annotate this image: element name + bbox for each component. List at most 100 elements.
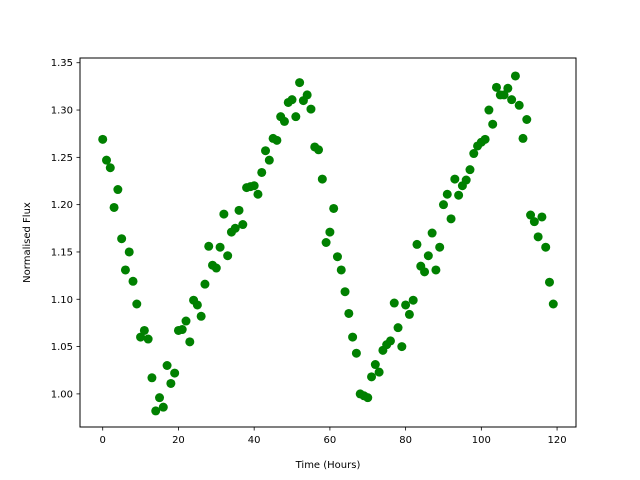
- data-point: [518, 133, 528, 143]
- data-point: [514, 100, 524, 110]
- y-tick-label: 1.15: [51, 247, 73, 258]
- x-tick-label: 60: [324, 435, 337, 446]
- data-point: [139, 325, 149, 335]
- data-point: [321, 238, 331, 247]
- y-tick-label: 1.35: [51, 58, 73, 69]
- x-axis-ticks: 0 20 40 60 80 100 120: [100, 427, 567, 446]
- data-point: [272, 135, 282, 145]
- data-point: [503, 83, 513, 93]
- data-point: [401, 300, 411, 310]
- data-point: [488, 119, 498, 129]
- y-tick-label: 1.10: [51, 295, 73, 306]
- x-tick-label: 80: [399, 435, 412, 446]
- data-point: [120, 265, 130, 275]
- data-point: [249, 181, 259, 191]
- data-point: [541, 242, 551, 252]
- data-point: [295, 78, 305, 88]
- data-point: [548, 299, 558, 309]
- y-tick-label: 1.05: [51, 342, 73, 353]
- data-point: [454, 190, 464, 200]
- data-point: [537, 212, 547, 222]
- data-point: [480, 134, 490, 144]
- data-point: [499, 90, 509, 100]
- data-point: [385, 336, 395, 346]
- data-point: [147, 373, 157, 383]
- data-point: [306, 104, 316, 114]
- data-point: [132, 299, 142, 309]
- data-point: [461, 175, 471, 185]
- data-point: [427, 228, 437, 238]
- data-point: [507, 95, 517, 105]
- data-point: [450, 174, 460, 184]
- data-point: [302, 90, 312, 100]
- data-point: [438, 200, 448, 210]
- data-point: [389, 298, 399, 308]
- data-point: [522, 115, 532, 124]
- y-axis-label: Normalised Flux: [22, 202, 33, 283]
- data-point: [192, 300, 202, 310]
- data-point: [404, 309, 414, 319]
- data-point: [279, 116, 289, 126]
- data-point: [257, 167, 267, 177]
- data-point: [230, 223, 240, 233]
- data-point: [98, 134, 108, 144]
- data-point: [363, 393, 373, 403]
- data-point: [325, 227, 335, 237]
- data-point: [367, 372, 377, 382]
- data-point: [329, 203, 339, 213]
- data-point: [526, 210, 536, 220]
- x-tick-label: 0: [100, 435, 106, 446]
- data-point: [200, 279, 210, 289]
- data-point: [431, 265, 441, 275]
- data-point: [196, 311, 206, 321]
- data-point: [408, 295, 418, 305]
- data-point: [491, 82, 501, 92]
- data-point: [332, 252, 342, 262]
- y-tick-label: 1.00: [51, 389, 73, 400]
- data-point: [117, 234, 127, 244]
- data-point: [158, 402, 168, 412]
- data-point: [374, 367, 384, 377]
- data-point: [181, 316, 191, 326]
- x-tick-label: 20: [172, 435, 185, 446]
- data-point: [136, 332, 146, 342]
- data-point: [177, 325, 187, 335]
- data-point: [370, 360, 380, 370]
- data-point: [128, 276, 138, 286]
- x-axis-label: Time (Hours): [295, 460, 361, 471]
- data-point: [533, 232, 543, 242]
- data-point: [261, 146, 271, 156]
- data-point: [412, 239, 422, 249]
- data-point: [185, 337, 195, 347]
- data-point: [238, 220, 248, 230]
- data-point: [344, 308, 354, 318]
- data-point: [484, 105, 494, 115]
- data-point: [215, 242, 225, 252]
- data-points: [98, 71, 558, 416]
- data-point: [465, 165, 475, 175]
- data-point: [105, 163, 115, 173]
- data-point: [336, 265, 346, 275]
- plot-frame: [79, 57, 577, 428]
- data-point: [124, 247, 134, 257]
- data-point: [253, 189, 263, 199]
- data-point: [287, 95, 297, 105]
- data-point: [211, 263, 221, 273]
- data-point: [204, 241, 214, 251]
- y-tick-label: 1.25: [51, 153, 73, 164]
- data-point: [166, 378, 176, 388]
- data-point: [351, 348, 361, 358]
- data-point: [291, 112, 301, 122]
- data-point: [143, 334, 153, 344]
- data-point: [219, 209, 229, 219]
- data-point: [264, 155, 274, 165]
- data-point: [317, 174, 327, 184]
- data-point: [529, 217, 539, 227]
- data-point: [397, 342, 407, 352]
- y-tick-label: 1.20: [51, 200, 73, 211]
- y-axis-ticks: 1.00 1.05 1.10 1.15 1.20 1.25 1.30 1.35: [51, 58, 80, 400]
- data-point: [155, 393, 165, 403]
- data-point: [348, 332, 358, 342]
- data-point: [469, 149, 479, 159]
